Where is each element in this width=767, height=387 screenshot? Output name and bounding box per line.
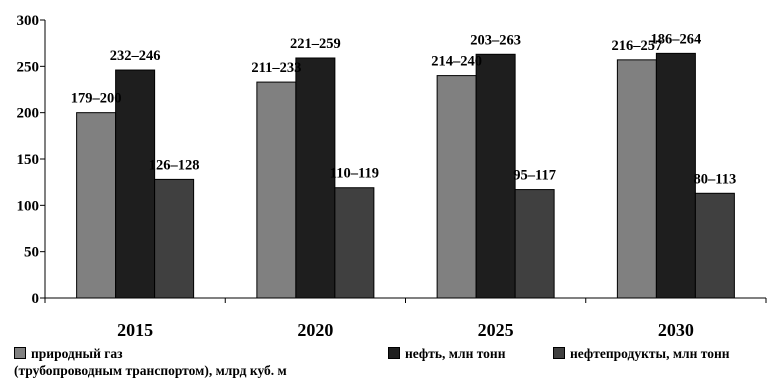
legend-label-gas-cont: (трубопроводным транспортом), млрд куб. … — [14, 363, 287, 378]
legend-swatch-oil — [388, 347, 400, 359]
y-tick-label: 250 — [17, 59, 40, 75]
y-tick-label: 100 — [17, 198, 40, 214]
y-tick-label: 200 — [17, 106, 40, 122]
legend-label-products: нефтепродукты, млн тонн — [570, 346, 730, 361]
data-label: 221–259 — [290, 36, 341, 52]
x-tick-label: 2025 — [478, 320, 514, 340]
bar — [115, 69, 156, 299]
chart-data-labels: 179–200 232–246 126–128 211–233 221–259 110–1… — [71, 31, 736, 187]
data-label: 211–233 — [251, 60, 301, 76]
data-label: 216–257 — [612, 38, 663, 54]
x-tick-label: 2030 — [658, 320, 694, 340]
data-label: 232–246 — [110, 48, 161, 64]
bar — [256, 81, 297, 299]
bar — [154, 178, 195, 299]
bar — [616, 59, 657, 299]
legend-swatch-products — [553, 347, 565, 359]
bar — [694, 192, 735, 299]
chart-axes: 0 50 100 150 200 250 300 2015 2020 2025 2030 — [17, 13, 767, 340]
data-label: 80–113 — [694, 171, 737, 187]
legend-item-oil: нефть, млн тонн — [388, 345, 505, 362]
data-label: 110–119 — [330, 166, 379, 182]
bar — [295, 57, 336, 299]
chart-bars — [76, 52, 735, 299]
legend-label-gas: природный газ — [31, 346, 123, 361]
data-label: 179–200 — [71, 91, 122, 107]
bar — [76, 112, 117, 299]
bar — [655, 52, 696, 299]
legend-item-gas: природный газ (трубопроводным транспорто… — [14, 345, 287, 379]
y-tick-label: 50 — [24, 245, 39, 261]
data-label: 214–240 — [431, 54, 482, 70]
data-label: 126–128 — [149, 157, 200, 173]
bar — [334, 187, 375, 299]
y-tick-label: 0 — [32, 291, 40, 307]
y-tick-label: 150 — [17, 152, 40, 168]
x-tick-label: 2020 — [297, 320, 333, 340]
bar — [514, 189, 555, 299]
bar — [436, 75, 477, 299]
y-tick-label: 300 — [17, 13, 40, 29]
x-tick-label: 2015 — [117, 320, 153, 340]
bar — [475, 53, 516, 299]
data-label: 186–264 — [651, 31, 702, 47]
legend-item-products: нефтепродукты, млн тонн — [553, 345, 730, 362]
data-label: 203–263 — [470, 32, 521, 48]
data-label: 95–117 — [513, 168, 556, 184]
legend-label-oil: нефть, млн тонн — [405, 346, 506, 361]
legend-swatch-gas — [14, 347, 26, 359]
